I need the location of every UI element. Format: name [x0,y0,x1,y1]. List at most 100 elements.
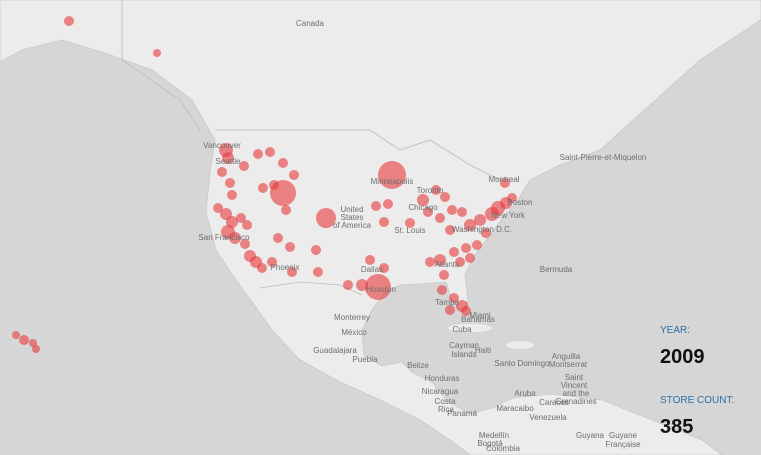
store-dot [287,267,297,277]
store-dot [447,205,457,215]
place-label: States [341,213,364,222]
place-label: Guadalajara [313,346,357,355]
place-label: Houston [366,285,396,294]
island [448,324,492,332]
store-dot [285,242,295,252]
count-label: STORE COUNT: [660,395,734,406]
place-label: Anguilla [552,352,581,361]
place-label: Venezuela [529,413,567,422]
store-dot [281,205,291,215]
store-dot [226,216,238,228]
store-dot [227,190,237,200]
place-label: San Francisco [198,233,250,242]
place-label: Grenadines [555,397,596,406]
place-label: Aruba [514,389,536,398]
store-dot [236,213,246,223]
place-label: St. Louis [394,226,425,235]
place-label: Nicaragua [422,387,459,396]
store-dot [472,240,482,250]
store-dot [417,194,429,206]
place-label: Bogotá [477,439,503,448]
store-dot [435,213,445,223]
place-label: Miami [469,311,491,320]
store-dot [423,207,433,217]
store-dot [356,279,368,291]
store-dot [64,16,74,26]
store-dot [313,267,323,277]
store-dot [311,245,321,255]
store-dot [343,280,353,290]
store-dot [371,201,381,211]
place-label: México [341,328,367,337]
place-label: Santo Domingo [494,359,550,368]
store-dot [425,257,435,267]
store-dot [465,253,475,263]
place-label: Washington D.C. [452,225,512,234]
store-dot [449,293,459,303]
place-label: Française [605,440,641,449]
store-dot [265,147,275,157]
store-dot [12,331,20,339]
island [506,341,534,349]
place-label: Cuba [452,325,472,334]
place-label: and the [563,389,590,398]
place-label: Maracaibo [496,404,534,413]
store-dot [253,149,263,159]
store-dot [19,335,29,345]
store-dot [379,263,389,273]
store-dot [445,305,455,315]
store-dot [278,158,288,168]
store-dot [434,254,446,266]
place-label: Phoenix [271,263,300,272]
store-dot [258,183,268,193]
place-label: Guyana [576,431,605,440]
store-dot [474,214,486,226]
border [215,129,501,181]
store-dot [229,232,241,244]
place-label: New York [491,211,526,220]
place-label: Vancouver [203,141,241,150]
store-dot [500,178,510,188]
store-dot [289,170,299,180]
place-label: Montreal [488,175,519,184]
border [121,0,201,131]
place-label: Colombia [486,444,520,453]
store-dot [461,243,471,253]
store-dot [225,178,235,188]
place-label: Costa [435,397,456,406]
store-dot [431,185,441,195]
place-label: Tampa [435,298,460,307]
border [259,281,363,296]
place-label: Caracas [539,398,569,407]
store-dot [239,161,249,171]
store-dot [29,339,37,347]
store-dot [273,233,283,243]
place-label: Minneapolis [371,177,414,186]
store-dot [242,220,252,230]
place-label: Chicago [408,203,438,212]
store-dot [213,203,223,213]
store-dot [440,192,450,202]
place-label: Boston [508,198,533,207]
place-label: Montserrat [549,360,588,369]
store-dot [449,247,459,257]
place-label: Toronto [417,186,444,195]
store-dot [437,285,447,295]
store-dot [32,345,40,353]
store-dot [457,207,467,217]
store-dot [507,193,517,203]
store-dot [379,217,389,227]
place-label: Islands [451,350,476,359]
place-label: Belize [407,361,429,370]
place-label: Haiti [475,346,491,355]
place-label: Atlanta [435,260,460,269]
store-dot [222,152,234,164]
place-label: Puebla [353,355,378,364]
place-label: Cayman [449,341,479,350]
store-dot [365,255,375,265]
store-dot [365,274,391,300]
store-dot [316,208,336,228]
store-dot [455,257,465,267]
